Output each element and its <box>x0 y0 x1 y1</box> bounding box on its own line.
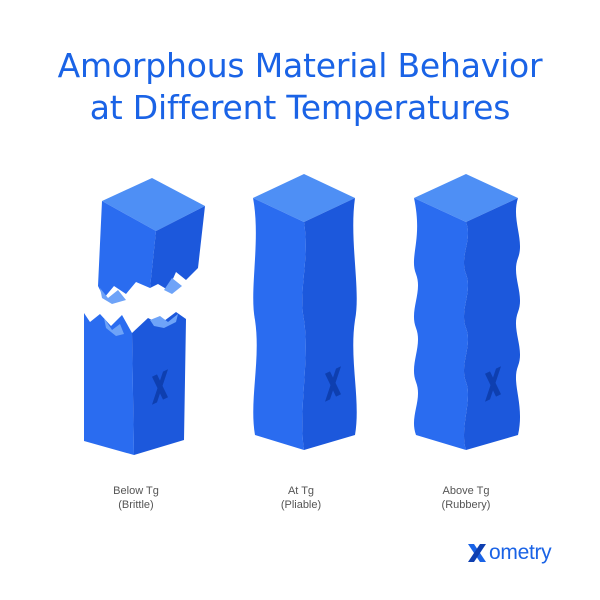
brittle-break-jag-1 <box>104 318 124 336</box>
brittle-break-jag-2 <box>150 314 178 328</box>
caption-label: At Tg <box>287 485 315 497</box>
caption-at-tg: At Tg (Pliable) <box>231 484 371 512</box>
x-mark-icon <box>152 369 168 405</box>
caption-sublabel: (Rubbery) <box>441 499 491 511</box>
brittle-block <box>84 178 205 455</box>
brittle-top-right-face <box>150 206 205 290</box>
title-line-2: at Different Temperatures <box>89 88 511 127</box>
logo-wordmark: ometry <box>489 541 552 564</box>
rubbery-right-face <box>463 198 521 450</box>
rubbery-block <box>413 174 521 450</box>
x-mark-icon <box>485 366 501 402</box>
xometry-logo: ometry <box>466 537 552 569</box>
brittle-bottom-left-face <box>84 313 134 455</box>
caption-label: Above Tg <box>442 485 490 497</box>
caption-below-tg: Below Tg (Brittle) <box>66 484 206 512</box>
brittle-top-face <box>102 178 205 231</box>
caption-label: Below Tg <box>113 485 159 497</box>
pliable-block <box>253 174 357 450</box>
caption-above-tg: Above Tg (Rubbery) <box>396 484 536 512</box>
xometry-x-icon <box>468 544 486 562</box>
pliable-left-face <box>253 198 306 450</box>
title-line-1: Amorphous Material Behavior <box>57 46 543 85</box>
brittle-top-left-face <box>98 201 156 298</box>
brittle-top-shard-2 <box>164 278 182 294</box>
caption-sublabel: (Brittle) <box>118 499 154 511</box>
caption-sublabel: (Pliable) <box>280 499 322 511</box>
brittle-top-shard <box>100 288 126 304</box>
x-mark-icon <box>325 366 341 402</box>
rubbery-left-face <box>413 198 469 450</box>
pliable-right-face <box>302 198 357 450</box>
